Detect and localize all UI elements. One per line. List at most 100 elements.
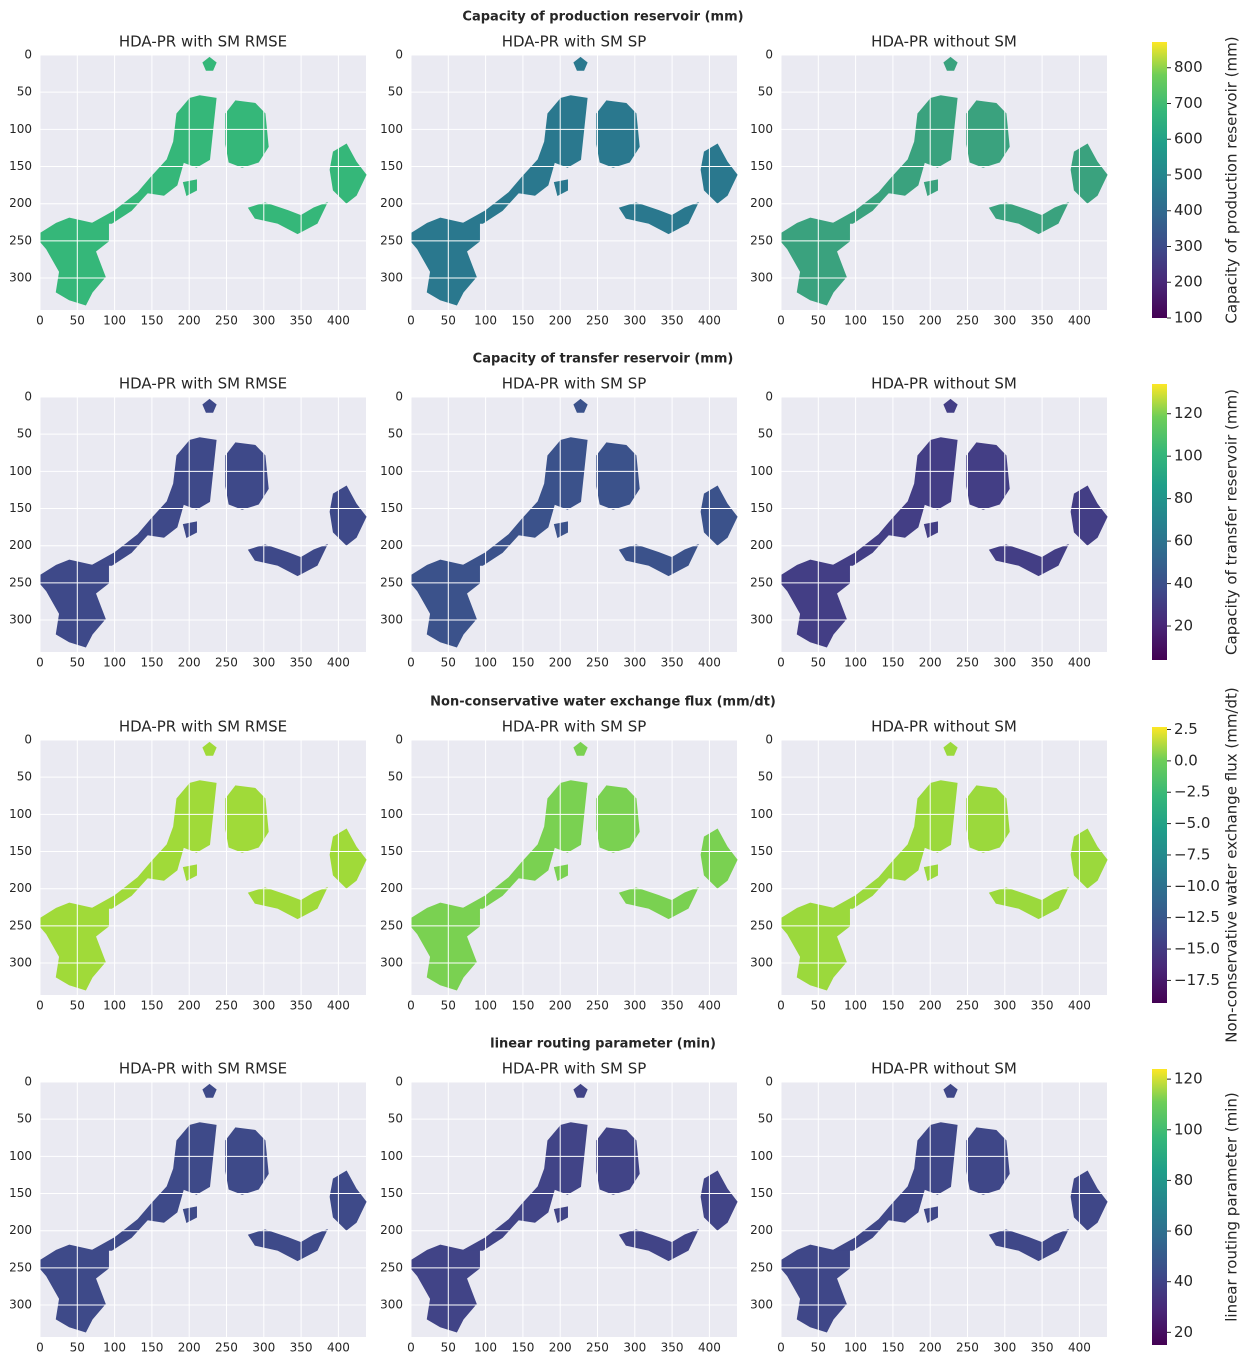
x-tick-label: 200 [919, 314, 942, 328]
x-tick-label: 350 [290, 314, 313, 328]
colorbar-tick-label: −10.0 [1174, 877, 1220, 895]
colorbar-tick-label: 60 [1174, 1222, 1193, 1240]
x-tick-label: 0 [36, 314, 44, 328]
x-tick-label: 100 [844, 999, 867, 1013]
colorbar-label: linear routing parameter (min) [1223, 1092, 1241, 1322]
panel-title: HDA-PR without SM [871, 718, 1017, 736]
suptitle: Capacity of production reservoir (mm) [462, 10, 743, 25]
y-tick-label: 150 [750, 501, 773, 515]
x-tick-label: 0 [36, 999, 44, 1013]
y-tick-label: 100 [9, 464, 32, 478]
colorbar-tick-label: 40 [1174, 574, 1193, 592]
y-tick-label: 0 [765, 733, 773, 747]
x-tick-label: 50 [70, 1341, 85, 1355]
figure: Capacity of production reservoir (mm) HDA… [0, 0, 1245, 1358]
catchment [226, 786, 268, 852]
x-tick-label: 100 [844, 656, 867, 670]
panel-title: HDA-PR without SM [871, 375, 1017, 393]
x-tick-label: 300 [993, 1341, 1016, 1355]
x-tick-label: 0 [777, 1341, 785, 1355]
y-tick-label: 250 [380, 918, 403, 932]
y-tick-label: 0 [24, 390, 32, 404]
y-tick-label: 0 [765, 390, 773, 404]
panel-title: HDA-PR without SM [871, 1060, 1017, 1078]
y-tick-label: 250 [9, 575, 32, 589]
panel-title: HDA-PR with SM RMSE [119, 1060, 287, 1078]
colorbar-tick-label: 80 [1174, 1171, 1193, 1189]
y-tick-label: 50 [17, 770, 32, 784]
y-tick-label: 0 [24, 1075, 32, 1089]
x-tick-label: 0 [777, 656, 785, 670]
y-tick-label: 300 [9, 1298, 32, 1312]
y-tick-label: 0 [395, 733, 403, 747]
panel-title: HDA-PR with SM RMSE [119, 718, 287, 736]
panel-title: HDA-PR with SM SP [502, 33, 647, 51]
colorbar-tick-label: −15.0 [1174, 940, 1220, 958]
x-tick-label: 100 [103, 656, 126, 670]
y-tick-label: 150 [9, 159, 32, 173]
x-tick-label: 0 [777, 314, 785, 328]
x-tick-label: 300 [252, 656, 275, 670]
x-tick-label: 0 [407, 999, 415, 1013]
x-tick-label: 350 [661, 999, 684, 1013]
x-tick-label: 250 [956, 656, 979, 670]
catchment [597, 786, 639, 852]
panel-title: HDA-PR with SM RMSE [119, 375, 287, 393]
y-tick-label: 50 [758, 1112, 773, 1126]
x-tick-label: 150 [140, 999, 163, 1013]
x-tick-label: 100 [844, 1341, 867, 1355]
colorbar-tick-label: 400 [1174, 201, 1203, 219]
colorbar-tick-label: 300 [1174, 237, 1203, 255]
x-tick-label: 100 [474, 999, 497, 1013]
x-tick-label: 50 [70, 656, 85, 670]
x-tick-label: 100 [474, 656, 497, 670]
colorbar-tick-label: −12.5 [1174, 908, 1220, 926]
colorbar-label: Capacity of transfer reservoir (mm) [1223, 389, 1241, 655]
x-tick-label: 200 [919, 1341, 942, 1355]
y-tick-label: 100 [9, 122, 32, 136]
y-tick-label: 100 [750, 1149, 773, 1163]
x-tick-label: 300 [623, 314, 646, 328]
y-tick-label: 100 [9, 1149, 32, 1163]
catchment [226, 443, 268, 509]
y-tick-label: 200 [380, 538, 403, 552]
panel-title: HDA-PR with SM SP [502, 1060, 647, 1078]
y-tick-label: 300 [750, 271, 773, 285]
x-tick-label: 200 [178, 1341, 201, 1355]
y-tick-label: 150 [9, 501, 32, 515]
colorbar-tick-label: 20 [1174, 617, 1193, 635]
x-tick-label: 300 [252, 1341, 275, 1355]
x-tick-label: 300 [993, 999, 1016, 1013]
x-tick-label: 200 [178, 999, 201, 1013]
x-tick-label: 100 [844, 314, 867, 328]
y-tick-label: 0 [24, 48, 32, 62]
x-tick-label: 400 [698, 999, 721, 1013]
y-tick-label: 200 [750, 881, 773, 895]
y-tick-label: 300 [380, 956, 403, 970]
x-tick-label: 400 [327, 1341, 350, 1355]
y-tick-label: 300 [750, 613, 773, 627]
x-tick-label: 50 [441, 314, 456, 328]
y-tick-label: 200 [9, 881, 32, 895]
colorbar-tick-label: −17.5 [1174, 971, 1220, 989]
x-tick-label: 250 [956, 1341, 979, 1355]
y-tick-label: 150 [380, 159, 403, 173]
y-tick-label: 300 [9, 613, 32, 627]
y-tick-label: 100 [380, 807, 403, 821]
x-tick-label: 250 [215, 656, 238, 670]
y-tick-label: 150 [750, 159, 773, 173]
x-tick-label: 400 [1068, 314, 1091, 328]
x-tick-label: 350 [1031, 656, 1054, 670]
x-tick-label: 200 [549, 999, 572, 1013]
colorbar [1152, 727, 1167, 1003]
x-tick-label: 100 [103, 314, 126, 328]
x-tick-label: 350 [290, 656, 313, 670]
colorbar [1152, 1069, 1167, 1345]
x-tick-label: 400 [327, 314, 350, 328]
y-tick-label: 200 [9, 1223, 32, 1237]
x-tick-label: 100 [474, 314, 497, 328]
colorbar-tick-label: 800 [1174, 58, 1203, 76]
x-tick-label: 50 [811, 1341, 826, 1355]
x-tick-label: 350 [1031, 999, 1054, 1013]
x-tick-label: 300 [623, 656, 646, 670]
